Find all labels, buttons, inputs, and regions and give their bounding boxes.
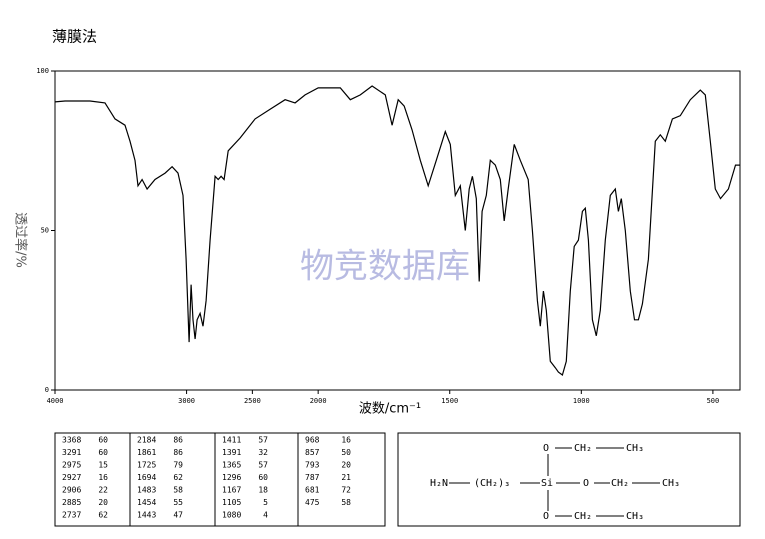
- y-tick-label: 50: [41, 227, 49, 235]
- peak-transmittance: 22: [98, 486, 108, 495]
- peak-transmittance: 20: [98, 498, 108, 507]
- peak-table-frame: [54, 432, 386, 527]
- peak-wavenumber: 787: [305, 473, 320, 482]
- peak-transmittance: 21: [341, 473, 351, 482]
- peak-wavenumber: 2885: [62, 498, 81, 507]
- peak-wavenumber: 1296: [222, 473, 241, 482]
- peak-transmittance: 16: [98, 473, 108, 482]
- peak-transmittance: 86: [173, 436, 183, 445]
- peak-wavenumber: 1411: [222, 436, 241, 445]
- peak-wavenumber: 1080: [222, 511, 241, 520]
- peak-wavenumber: 2927: [62, 473, 81, 482]
- x-tick-label: 4000: [47, 397, 64, 405]
- peak-transmittance: 20: [341, 461, 351, 470]
- x-tick-label: 3000: [178, 397, 195, 405]
- peak-transmittance: 86: [173, 448, 183, 457]
- peak-transmittance: 57: [258, 461, 268, 470]
- structure-atom: O: [583, 478, 589, 489]
- structure-frame: [397, 432, 741, 527]
- page-title: 薄膜法: [52, 28, 97, 46]
- peak-wavenumber: 1483: [137, 486, 156, 495]
- peak-transmittance: 60: [98, 436, 108, 445]
- peak-wavenumber: 857: [305, 448, 320, 457]
- structure-atom: CH₂: [611, 478, 629, 489]
- peak-transmittance: 58: [341, 498, 351, 507]
- structure-atom: CH₃: [626, 511, 644, 522]
- peak-transmittance: 60: [258, 473, 268, 482]
- y-axis-label: 透过率/%: [13, 212, 29, 268]
- x-tick-label: 500: [707, 397, 720, 405]
- plot-frame: [54, 70, 741, 391]
- structure-atom: O: [543, 443, 549, 454]
- peak-wavenumber: 1443: [137, 511, 156, 520]
- peak-wavenumber: 1167: [222, 486, 241, 495]
- peak-wavenumber: 968: [305, 436, 320, 445]
- peak-wavenumber: 1105: [222, 498, 241, 507]
- peak-transmittance: 32: [258, 448, 268, 457]
- peak-wavenumber: 1861: [137, 448, 156, 457]
- x-tick-label: 2000: [310, 397, 327, 405]
- structure-atom: CH₂: [574, 511, 592, 522]
- peak-wavenumber: 1694: [137, 473, 156, 482]
- peak-wavenumber: 2737: [62, 511, 81, 520]
- peak-wavenumber: 1365: [222, 461, 241, 470]
- structure-atom: O: [543, 511, 549, 522]
- peak-transmittance: 72: [341, 486, 351, 495]
- peak-wavenumber: 475: [305, 498, 320, 507]
- x-axis-label: 波数/cm⁻¹: [359, 402, 421, 417]
- peak-transmittance: 5: [263, 498, 268, 507]
- peak-wavenumber: 1391: [222, 448, 241, 457]
- peak-transmittance: 79: [173, 461, 183, 470]
- structure-atom: (CH₂)₃: [474, 478, 510, 489]
- peak-transmittance: 57: [258, 436, 268, 445]
- x-tick-label: 1500: [441, 397, 458, 405]
- peak-wavenumber: 1454: [137, 498, 156, 507]
- peak-transmittance: 55: [173, 498, 183, 507]
- peak-wavenumber: 681: [305, 486, 320, 495]
- structure-atom: CH₃: [662, 478, 680, 489]
- peak-transmittance: 4: [263, 511, 268, 520]
- peak-wavenumber: 2906: [62, 486, 81, 495]
- peak-wavenumber: 3291: [62, 448, 81, 457]
- peak-transmittance: 18: [258, 486, 268, 495]
- peak-wavenumber: 793: [305, 461, 320, 470]
- spectrum-line: [54, 85, 740, 376]
- peak-transmittance: 60: [98, 448, 108, 457]
- structure-atom: CH₃: [626, 443, 644, 454]
- peak-wavenumber: 2975: [62, 461, 81, 470]
- structure-atom: CH₂: [574, 443, 592, 454]
- watermark: 物竞数据库: [300, 247, 470, 287]
- x-tick-label: 2500: [244, 397, 261, 405]
- peak-transmittance: 15: [98, 461, 108, 470]
- peak-transmittance: 50: [341, 448, 351, 457]
- peak-transmittance: 58: [173, 486, 183, 495]
- x-tick-label: 1000: [573, 397, 590, 405]
- y-tick-label: 100: [36, 67, 49, 75]
- structure-bonds: [449, 447, 660, 517]
- peak-wavenumber: 3368: [62, 436, 81, 445]
- peak-transmittance: 47: [173, 511, 183, 520]
- peak-transmittance: 62: [173, 473, 183, 482]
- y-tick-label: 0: [45, 386, 49, 394]
- peak-wavenumber: 1725: [137, 461, 156, 470]
- structure-atom: Si: [541, 478, 553, 489]
- peak-wavenumber: 2184: [137, 436, 156, 445]
- peak-transmittance: 16: [341, 436, 351, 445]
- structure-atom: H₂N: [430, 478, 448, 489]
- peak-transmittance: 62: [98, 511, 108, 520]
